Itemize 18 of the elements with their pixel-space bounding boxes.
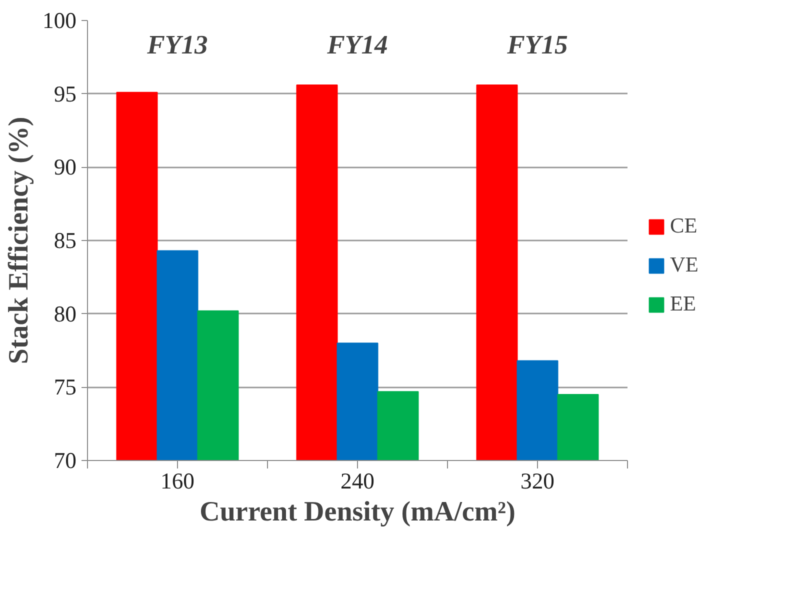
annotation: FY13: [146, 30, 208, 60]
y-tick-label: 85: [54, 228, 76, 253]
y-tick-label: 70: [54, 448, 76, 473]
x-axis-title: Current Density (mA/cm²): [200, 496, 516, 528]
x-tick-label: 240: [340, 468, 374, 494]
legend-label: EE: [670, 292, 696, 316]
y-tick-label: 100: [42, 8, 76, 33]
x-tick-label: 160: [160, 468, 194, 494]
y-axis-title: Stack Efficiency (%): [4, 116, 35, 364]
annotation: FY14: [326, 30, 388, 60]
legend-label: VE: [670, 252, 698, 278]
annotation: FY15: [506, 30, 568, 60]
y-tick-label: 80: [54, 301, 76, 326]
x-tick-label: 320: [520, 468, 554, 494]
y-tick-label: 90: [54, 154, 76, 180]
y-tick-label: 95: [54, 81, 76, 106]
y-tick-label: 75: [54, 374, 76, 400]
legend-label: CE: [670, 214, 698, 238]
